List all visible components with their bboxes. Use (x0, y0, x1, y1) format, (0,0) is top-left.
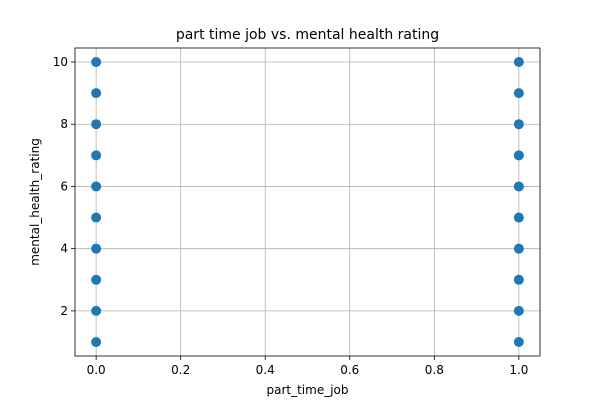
scatter-point (513, 57, 524, 67)
scatter-point (91, 274, 102, 285)
x-tick-label: 0.2 (171, 363, 190, 377)
scatter-point (91, 337, 102, 347)
x-tick-label: 0.0 (87, 363, 106, 377)
x-axis-title: part_time_job (266, 383, 348, 397)
scatter-point (91, 150, 102, 161)
scatter-point (91, 305, 102, 316)
x-tick-label: 0.6 (340, 363, 359, 377)
scatter-point (91, 88, 102, 99)
y-axis-title: mental_health_rating (28, 138, 42, 266)
scatter-point (91, 212, 102, 223)
scatter-point (513, 305, 524, 316)
scatter-point (513, 243, 524, 254)
scatter-point (513, 181, 524, 192)
y-tick-label: 10 (53, 55, 68, 69)
x-tick-label: 0.8 (425, 363, 444, 377)
ticks-layer: 0.0 0.2 0.4 0.6 0.8 1.0 2 4 6 8 10 (53, 55, 529, 377)
y-tick-label: 6 (60, 179, 68, 193)
y-tick-label: 4 (60, 242, 68, 256)
scatter-point (91, 181, 102, 192)
scatter-point (91, 243, 102, 254)
chart-title: part time job vs. mental health rating (176, 27, 439, 43)
scatter-point (91, 57, 102, 67)
scatter-point (513, 119, 524, 130)
points-layer (91, 57, 524, 347)
scatter-point (513, 212, 524, 223)
grid-layer (75, 48, 540, 356)
plot-frame (74, 47, 541, 357)
y-tick-label: 2 (60, 304, 68, 318)
scatter-point (513, 337, 524, 347)
y-tick-label: 8 (60, 117, 68, 131)
x-tick-label: 0.4 (256, 363, 275, 377)
scatter-point (91, 119, 102, 130)
x-tick-label: 1.0 (509, 363, 528, 377)
scatter-point (513, 274, 524, 285)
scatter-point (513, 150, 524, 161)
scatter-point (513, 88, 524, 99)
